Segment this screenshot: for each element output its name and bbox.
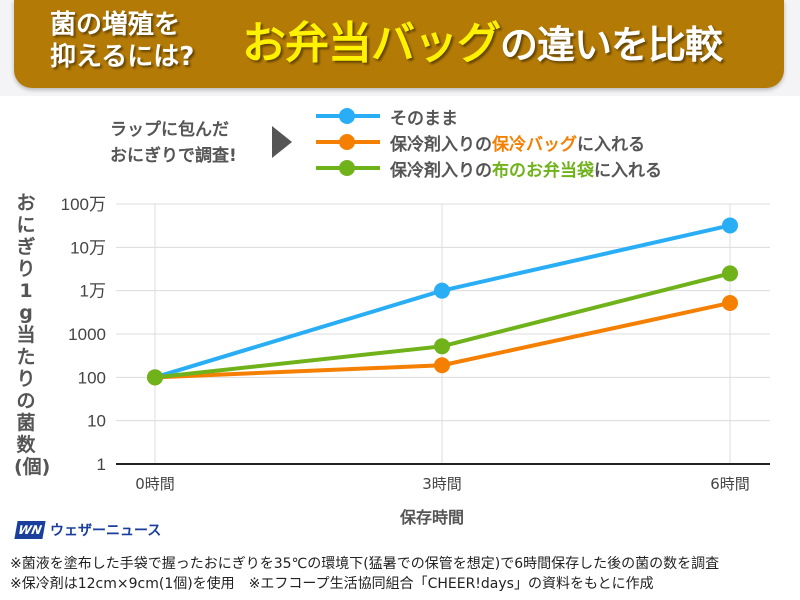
legend-swatch <box>316 103 380 129</box>
y-tick-label: 1000 <box>68 325 106 344</box>
y-tick-label: 100万 <box>61 195 106 214</box>
legend-swatch <box>316 155 380 181</box>
y-tick-label: 10万 <box>70 238 106 257</box>
data-point <box>434 282 450 299</box>
x-tick-label: 6時間 <box>710 475 750 493</box>
logo-text: ウェザーニュース <box>50 523 162 539</box>
title-subtitle: 菌の増殖を 抑えるには? <box>50 9 194 73</box>
title-rest: の違いを比較 <box>500 23 723 67</box>
legend-swatch <box>316 129 380 155</box>
data-point <box>722 294 738 311</box>
wn-logo-icon: WN <box>14 521 46 539</box>
y-tick-label: 1万 <box>80 282 106 301</box>
legend-item-cloth-bag: 保冷剤入りの布のお弁当袋に入れる <box>316 155 662 181</box>
data-point <box>434 357 450 374</box>
data-point <box>434 338 450 355</box>
y-tick-label: 10 <box>87 412 106 431</box>
legend-item-plain: そのまま <box>316 103 662 129</box>
y-tick-labels: 1 10 100 1000 1万 10万 100万 <box>61 195 106 474</box>
data-point <box>147 369 163 386</box>
data-point <box>722 217 738 234</box>
x-tick-label: 0時間 <box>135 475 175 493</box>
weathernews-logo: WN ウェザーニュース <box>14 520 162 540</box>
subtitle-line-1: 菌の増殖を <box>50 10 181 40</box>
intro-line-1: ラップに包んだ <box>110 120 229 140</box>
chart-panel <box>0 96 800 600</box>
chart-legend: そのまま 保冷剤入りの保冷バッグに入れる 保冷剤入りの布のお弁当袋に入れる <box>316 103 662 181</box>
intro-line-2: おにぎりで調査! <box>110 146 237 166</box>
title-banner: 菌の増殖を 抑えるには? お弁当バッグの違いを比較 <box>14 0 784 88</box>
data-point <box>722 265 738 282</box>
y-axis-label: おにぎり1g当たりの菌数(個) <box>14 192 51 478</box>
series-lines <box>147 217 738 386</box>
footnote-1: ※菌液を塗布した手袋で握ったおにぎりを35℃の環境下(猛暑での保管を想定)で6時… <box>10 556 720 572</box>
page-title: お弁当バッグの違いを比較 <box>242 14 723 75</box>
triangle-right-icon <box>272 126 292 158</box>
subtitle-line-2: 抑えるには? <box>50 42 195 72</box>
intro-text: ラップに包んだ おにぎりで調査! <box>110 117 237 169</box>
x-tick-labels: 0時間 3時間 6時間 <box>135 475 750 493</box>
grid <box>116 203 770 465</box>
legend-label: 保冷剤入りの保冷バッグに入れる <box>390 134 645 155</box>
y-tick-label: 100 <box>78 368 106 387</box>
legend-item-cooler-bag: 保冷剤入りの保冷バッグに入れる <box>316 129 662 155</box>
title-highlight: お弁当バッグ <box>242 18 501 69</box>
y-tick-label: 1 <box>97 455 106 474</box>
footnote-2: ※保冷剤は12cm×9cm(1個)を使用 ※エフコープ生活協同組合「CHEER!… <box>10 576 654 592</box>
x-axis-label: 保存時間 <box>400 508 465 527</box>
legend-label: 保冷剤入りの布のお弁当袋に入れる <box>390 160 662 181</box>
legend-label: そのまま <box>390 108 458 129</box>
x-tick-label: 3時間 <box>422 475 462 493</box>
